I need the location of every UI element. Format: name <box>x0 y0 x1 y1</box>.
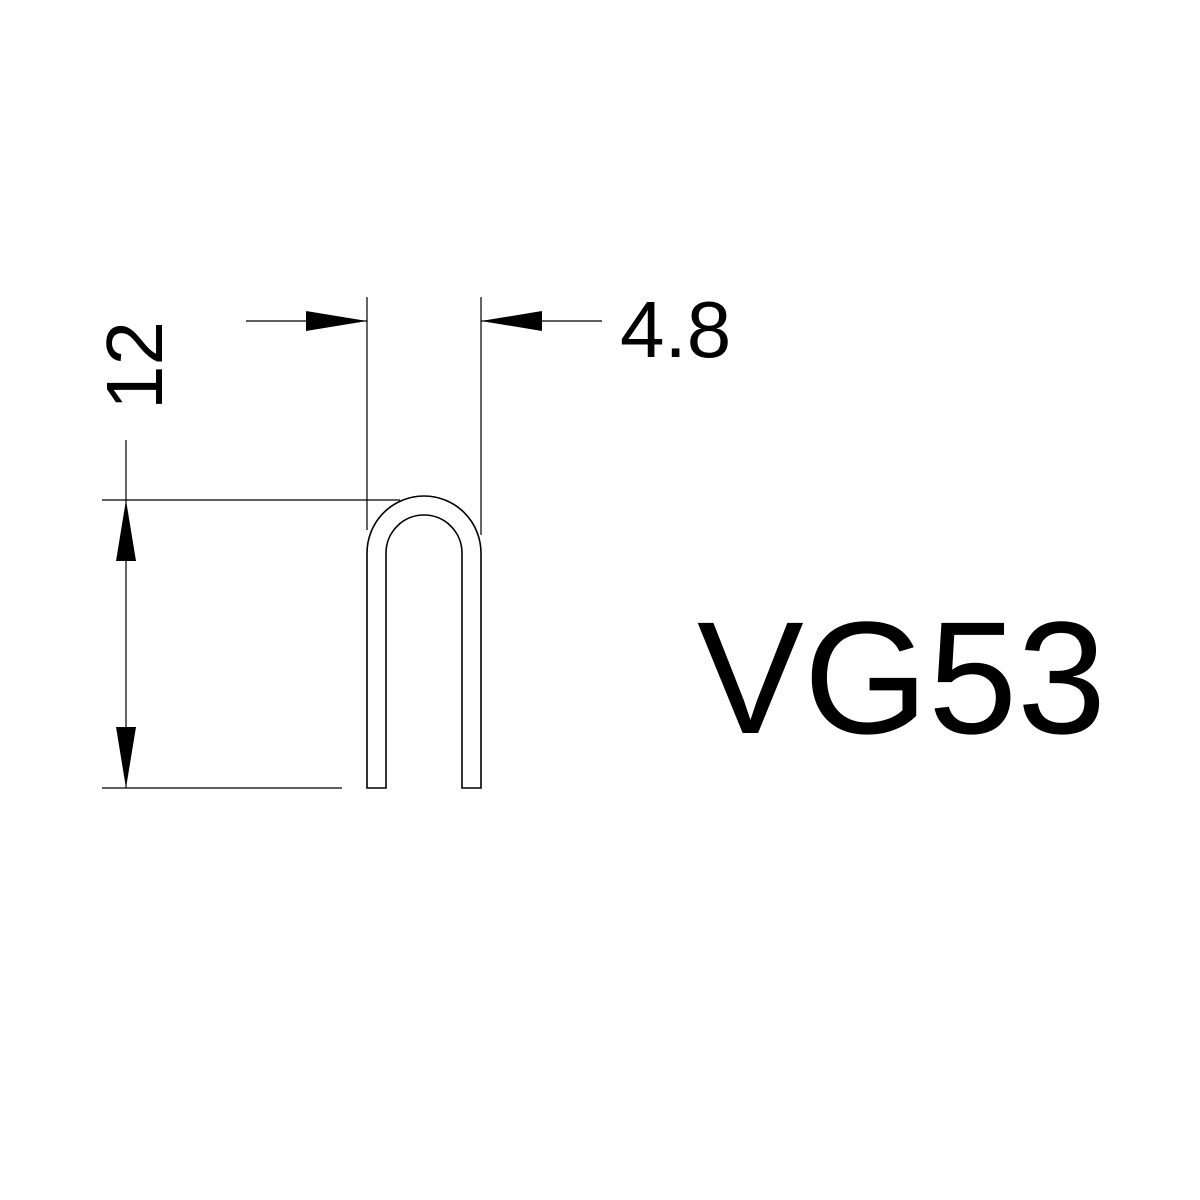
profile-outer-edge <box>366 495 482 789</box>
width-arrowhead-right <box>481 311 542 331</box>
height-arrowhead-top <box>116 500 136 561</box>
height-arrowhead-bottom <box>116 727 136 788</box>
width-arrowhead-left <box>306 311 367 331</box>
height-dimension: 12 <box>90 321 400 789</box>
profile-outline <box>366 495 482 789</box>
width-dimension: 4.8 <box>246 285 731 535</box>
model-code-label: VG53 <box>697 588 1106 767</box>
height-dimension-label: 12 <box>90 321 179 410</box>
width-dimension-label: 4.8 <box>620 285 731 374</box>
